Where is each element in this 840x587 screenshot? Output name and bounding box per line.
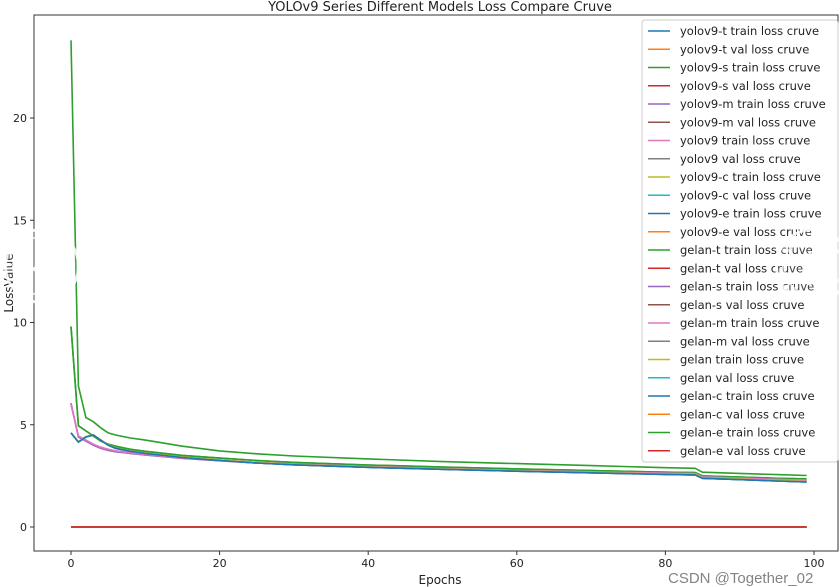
legend-entry: yolov9-m val loss cruve — [680, 115, 816, 129]
legend-entry: gelan-m val loss cruve — [680, 334, 810, 348]
series-line-22 — [70, 40, 807, 477]
plot-lines — [70, 40, 807, 528]
next-image-button[interactable] — [775, 228, 840, 304]
legend-entry: yolov9-t train loss cruve — [680, 24, 819, 38]
legend-entry: gelan-e val loss cruve — [680, 444, 806, 458]
x-tick-label: 60 — [510, 557, 524, 570]
legend: yolov9-t train loss cruve yolov9-t val lo… — [641, 19, 839, 463]
y-tick-label: 0 — [20, 521, 27, 534]
legend-entry: yolov9-s val loss cruve — [680, 79, 811, 93]
legend-entry: yolov9-e val loss cruve — [680, 225, 812, 239]
watermark: CSDN @Together_02 — [668, 570, 814, 587]
legend-entry: gelan-t val loss cruve — [680, 261, 803, 275]
axis-ticks: 0 20 40 60 80 100 0 5 10 15 20 — [13, 112, 825, 570]
chart-title: YOLOv9 Series Different Models Loss Comp… — [267, 0, 612, 15]
x-tick-label: 0 — [68, 557, 75, 570]
legend-entry: gelan-e train loss cruve — [680, 426, 815, 440]
legend-entry: yolov9-s train loss cruve — [680, 61, 821, 75]
legend-entry: yolov9-t val loss cruve — [680, 42, 809, 56]
y-tick-label: 5 — [20, 419, 27, 432]
legend-entry: gelan train loss cruve — [680, 353, 804, 367]
previous-image-button[interactable] — [4, 228, 80, 304]
legend-entry: yolov9-c train loss cruve — [680, 170, 821, 184]
legend-entry: yolov9 val loss cruve — [680, 152, 801, 166]
x-tick-label: 80 — [658, 557, 672, 570]
legend-entry: gelan-c val loss cruve — [680, 407, 805, 421]
y-tick-label: 15 — [13, 214, 27, 227]
legend-entry: gelan-m train loss cruve — [680, 316, 819, 330]
legend-entry: gelan-c train loss cruve — [680, 389, 815, 403]
legend-entry: gelan val loss cruve — [680, 371, 794, 385]
series-line-12 — [70, 326, 807, 480]
ring-decoration — [12, 236, 72, 296]
legend-entry: yolov9-e train loss cruve — [680, 207, 822, 221]
legend-entry: gelan-s val loss cruve — [680, 298, 805, 312]
ring-decoration — [783, 236, 840, 296]
legend-entry: yolov9-c val loss cruve — [680, 188, 811, 202]
y-tick-label: 10 — [13, 317, 27, 330]
legend-entry: yolov9-m train loss cruve — [680, 97, 826, 111]
x-tick-label: 20 — [213, 557, 227, 570]
x-axis-label: Epochs — [419, 573, 462, 587]
legend-entry: yolov9 train loss cruve — [680, 134, 810, 148]
x-tick-label: 40 — [361, 557, 375, 570]
x-tick-label: 100 — [804, 557, 825, 570]
series-line-20 — [70, 432, 807, 483]
y-tick-label: 20 — [13, 112, 27, 125]
